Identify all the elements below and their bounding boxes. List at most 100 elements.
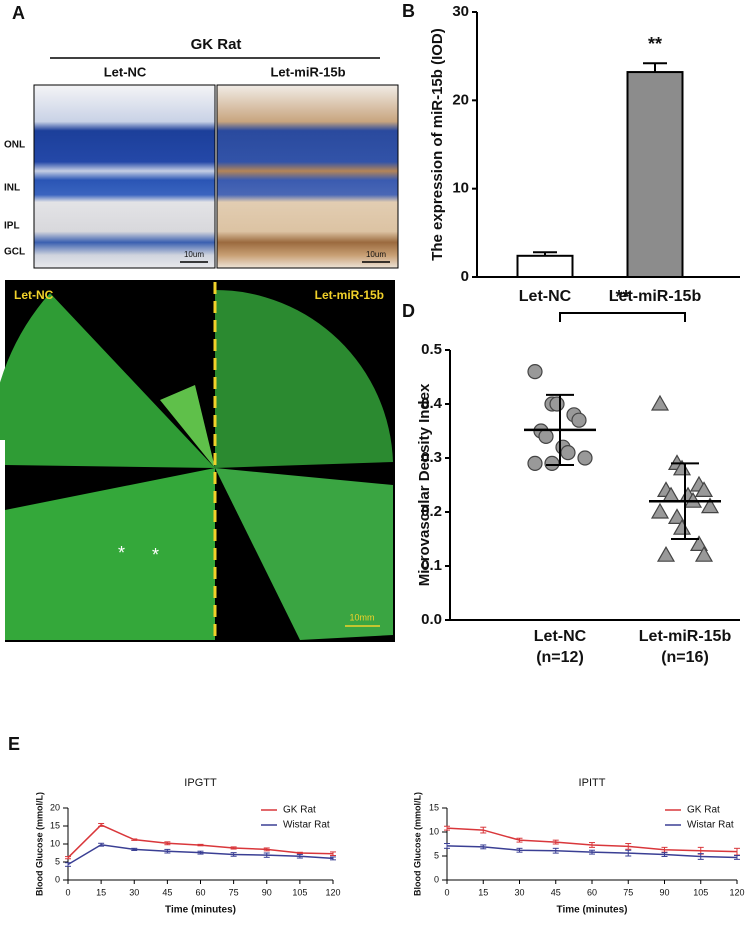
image-label: Let-NC [14, 288, 54, 302]
y-tick-label: 0.4 [421, 395, 443, 412]
panel-letter: A [12, 3, 25, 23]
scale-label: 10mm [349, 612, 374, 622]
y-tick-label: 5 [55, 856, 60, 866]
x-tick-label: Let-miR-15b [639, 628, 732, 645]
image-label: Let-miR-15b [315, 288, 384, 302]
layer-label: INL [4, 183, 20, 194]
panel-letter: E [8, 734, 20, 754]
retina-wedge [160, 385, 215, 468]
data-point [650, 502, 670, 519]
data-point [577, 450, 593, 466]
y-tick-label: 0 [461, 268, 469, 285]
histology-image [216, 84, 399, 269]
y-axis-label: Microvascular Density Index [416, 383, 433, 586]
x-tick-label: 105 [292, 887, 307, 897]
scale-label: 10um [366, 250, 386, 259]
layer-label: GCL [4, 247, 25, 258]
legend-label: Wistar Rat [283, 820, 330, 831]
significance: ** [648, 34, 662, 54]
chart-title: IPITT [579, 777, 606, 789]
y-tick-label: 10 [452, 180, 469, 197]
histology-image [33, 84, 216, 269]
panel-letter: D [402, 301, 415, 321]
y-axis-label: Blood Glucose (mmol/L) [34, 792, 44, 896]
y-tick-label: 20 [452, 91, 469, 108]
x-tick-label: 120 [729, 887, 744, 897]
image-label: Let-NC [104, 64, 147, 79]
x-tick-label: (n=16) [661, 649, 709, 666]
data-point [527, 364, 543, 380]
data-point [700, 497, 720, 514]
x-tick-label: 60 [587, 887, 597, 897]
x-tick-label: Let-miR-15b [609, 288, 702, 305]
data-point [689, 535, 709, 551]
x-tick-label: 45 [162, 887, 172, 897]
data-point [538, 428, 554, 444]
data-point [544, 455, 560, 471]
legend-label: Wistar Rat [687, 820, 734, 831]
x-tick-label: Let-NC [519, 288, 572, 305]
x-axis-label: Time (minutes) [165, 905, 236, 916]
x-tick-label: 30 [129, 887, 139, 897]
y-tick-label: 10 [429, 826, 439, 836]
chart-title: IPGTT [184, 777, 217, 789]
x-tick-label: 75 [229, 887, 239, 897]
retina-wedge [215, 289, 393, 468]
panel-letter: B [402, 1, 415, 21]
x-tick-label: 45 [551, 887, 561, 897]
data-point [560, 445, 576, 461]
image-label: Let-miR-15b [270, 64, 345, 79]
star-marker: * [152, 545, 159, 565]
y-axis-label: Blood Glucose (mmol/L) [412, 792, 422, 896]
group-label: GK Rat [191, 36, 242, 53]
series-line [67, 843, 334, 866]
y-tick-label: 0.0 [421, 611, 442, 628]
retina-wedge [0, 293, 215, 468]
data-point [667, 508, 687, 524]
data-point [650, 394, 670, 411]
x-tick-label: 0 [444, 887, 449, 897]
y-tick-label: 15 [429, 802, 439, 812]
y-tick-label: 5 [434, 850, 439, 860]
significance: ** [615, 287, 629, 307]
bar [516, 254, 574, 279]
x-tick-label: 15 [478, 887, 488, 897]
data-point [694, 545, 714, 562]
retina-wedge [215, 468, 393, 640]
y-tick-label: 15 [50, 820, 60, 830]
x-tick-label: 75 [623, 887, 633, 897]
x-tick-label: 90 [262, 887, 272, 897]
retina-wedge [5, 468, 215, 640]
scale-label: 10um [184, 250, 204, 259]
data-point [549, 396, 565, 412]
y-tick-label: 30 [452, 3, 469, 20]
layer-label: ONL [4, 140, 25, 151]
x-axis-label: Time (minutes) [557, 905, 628, 916]
y-tick-label: 10 [50, 838, 60, 848]
data-point [694, 481, 714, 497]
y-axis-label: The expression of miR-15b (IOD) [429, 28, 446, 261]
x-tick-label: 15 [96, 887, 106, 897]
x-tick-label: 0 [65, 887, 70, 897]
data-point [656, 545, 676, 562]
y-tick-label: 0.3 [421, 449, 442, 466]
x-tick-label: 105 [693, 887, 708, 897]
y-tick-label: 0.5 [421, 341, 442, 358]
x-tick-label: 120 [325, 887, 340, 897]
legend-label: GK Rat [283, 805, 316, 816]
y-tick-label: 0 [434, 874, 439, 884]
y-tick-label: 0.1 [421, 557, 442, 574]
bar [626, 71, 684, 278]
y-tick-label: 0.2 [421, 503, 442, 520]
x-tick-label: 30 [514, 887, 524, 897]
legend-label: GK Rat [687, 805, 720, 816]
y-tick-label: 0 [55, 874, 60, 884]
layer-label: IPL [4, 221, 20, 232]
star-marker: * [118, 543, 125, 563]
x-tick-label: (n=12) [536, 649, 584, 666]
data-point [527, 455, 543, 471]
x-tick-label: Let-NC [534, 628, 587, 645]
x-tick-label: 90 [659, 887, 669, 897]
significance-bracket [559, 312, 686, 322]
